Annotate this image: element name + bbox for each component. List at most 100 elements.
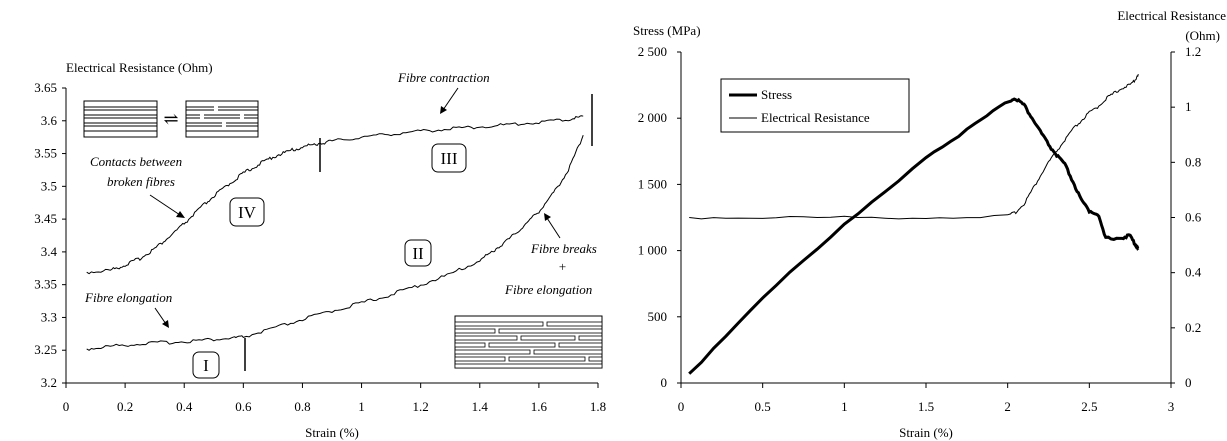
right-x-tick-label: 2 [1004, 399, 1011, 414]
arrow-fibre-contraction [442, 87, 459, 111]
right-y2-tick-label: 0.6 [1185, 210, 1202, 225]
series-line-stress [688, 97, 1140, 375]
annotation-fibre-elongation: Fibre elongation [84, 290, 172, 305]
right-y-tick-label: 1 500 [638, 176, 667, 191]
left-y-tick-label: 3.65 [34, 80, 57, 95]
region-label-iv: IV [229, 197, 265, 227]
left-y-axis-label: Electrical Resistance (Ohm) [66, 60, 213, 75]
fibre-segment [454, 342, 486, 348]
right-y2-axis-label-line1: Electrical Resistance [1117, 8, 1226, 23]
annotation-fibre-elongation-2: Fibre elongation [504, 282, 592, 297]
right-series [688, 73, 1140, 375]
right-y2-tick-label: 0.8 [1185, 154, 1201, 169]
left-chart: 0 0.2 0.4 0.6 0.8 1 1.2 1.4 1.6 1.8 3.2 3.25 3.3 3.3… [34, 60, 606, 440]
right-x-tick-label: 3 [1168, 399, 1175, 414]
left-x-tick-label: 0 [63, 399, 70, 414]
fibre-segment [546, 321, 603, 327]
right-x-tick-label: 0.5 [755, 399, 771, 414]
region-label-i: I [192, 351, 220, 379]
broken-fibres-schematic [454, 315, 603, 369]
legend-box [720, 78, 910, 133]
left-x-tick-label: 1.6 [531, 399, 548, 414]
arrow-contacts [149, 194, 181, 216]
right-x-tick-label: 1 [841, 399, 848, 414]
fibre-segment [558, 342, 603, 348]
arrow-fibre-breaks [546, 217, 561, 239]
legend-label-resistance: Electrical Resistance [761, 110, 870, 125]
left-x-tick-label: 0.6 [235, 399, 252, 414]
arrow-fibre-elongation [154, 307, 167, 325]
fibre-segment [454, 335, 518, 341]
fibre-segment [454, 363, 603, 369]
fibre-segment [454, 328, 496, 334]
right-x-tick-label: 2.5 [1081, 399, 1097, 414]
svg-text:III: III [441, 149, 458, 168]
fibre-segment [488, 342, 556, 348]
svg-text:II: II [412, 244, 424, 263]
fibre-segment [454, 349, 531, 355]
fibre-segment [498, 328, 603, 334]
right-x-ticks: 0 0.5 1 1.5 2 2.5 3 [678, 383, 1175, 414]
right-y2-tick-label: 0.4 [1185, 265, 1202, 280]
left-axes [65, 88, 598, 384]
right-y2-tick-label: 0 [1185, 375, 1192, 390]
fibre-bundle-schematic: ⇌ [83, 100, 259, 138]
annotation-fibre-breaks: Fibre breaks [530, 241, 597, 256]
left-y-tick-label: 3.6 [41, 113, 58, 128]
right-y2-tick-label: 1 [1185, 99, 1192, 114]
arrowhead-contacts [176, 211, 185, 218]
left-series [86, 115, 584, 351]
left-y-tick-label: 3.45 [34, 211, 57, 226]
right-y-ticks: 0 500 1 000 1 500 2 000 2 500 [638, 44, 681, 390]
fibre-segment [508, 356, 586, 362]
left-x-ticks: 0 0.2 0.4 0.6 0.8 1 1.2 1.4 1.6 1.8 [63, 383, 606, 414]
left-y-tick-label: 3.3 [41, 309, 57, 324]
fibre-segment [588, 356, 603, 362]
left-y-tick-label: 3.55 [34, 146, 57, 161]
arrowhead-fibre-breaks [544, 213, 551, 221]
equilibrium-arrows-icon: ⇌ [163, 109, 178, 129]
right-y-tick-label: 500 [648, 309, 668, 324]
right-x-tick-label: 1.5 [918, 399, 934, 414]
right-y-tick-label: 2 000 [638, 110, 667, 125]
fibre-segment [520, 335, 576, 341]
right-y-tick-label: 0 [661, 375, 668, 390]
region-label-iii: III [431, 143, 467, 173]
right-y-axis-label: Stress (MPa) [633, 23, 701, 38]
left-series-line-1 [86, 135, 584, 351]
left-series-line-2 [86, 115, 584, 275]
annotation-contacts-line1: Contacts between [90, 154, 182, 169]
annotation-contacts-line2: broken fibres [107, 174, 175, 189]
arrowhead-fibre-contraction [440, 106, 447, 114]
left-x-axis-label: Strain (%) [305, 425, 359, 440]
right-y-tick-label: 1 000 [638, 243, 667, 258]
right-legend: Stress Electrical Resistance [720, 78, 910, 133]
region-label-ii: II [404, 239, 432, 267]
left-x-tick-label: 0.4 [176, 399, 193, 414]
svg-text:I: I [203, 356, 209, 375]
fibre-segment [533, 349, 603, 355]
series-line-electrical-resistance [689, 73, 1139, 220]
right-x-tick-label: 0 [678, 399, 685, 414]
fibre-segment [454, 356, 506, 362]
left-x-tick-label: 1 [358, 399, 365, 414]
arrowhead-fibre-elongation [162, 320, 169, 328]
annotation-plus: + [558, 259, 567, 274]
right-x-axis-label: Strain (%) [899, 425, 953, 440]
right-y2-ticks: 0 0.2 0.4 0.6 0.8 1 1.2 [1171, 44, 1202, 390]
svg-text:IV: IV [238, 203, 257, 222]
annotation-fibre-contraction: Fibre contraction [397, 70, 490, 85]
left-x-tick-label: 1.2 [413, 399, 429, 414]
left-y-tick-label: 3.4 [41, 244, 58, 259]
right-y2-axis-label-line2: (Ohm) [1185, 28, 1220, 43]
left-x-tick-label: 0.2 [117, 399, 133, 414]
right-y-tick-label: 2 500 [638, 44, 667, 59]
right-y2-tick-label: 0.2 [1185, 320, 1201, 335]
fibre-segment [578, 335, 603, 341]
right-y2-tick-label: 1.2 [1185, 44, 1201, 59]
left-x-tick-label: 0.8 [294, 399, 310, 414]
left-x-tick-label: 1.8 [590, 399, 606, 414]
left-y-tick-label: 3.5 [41, 178, 57, 193]
right-chart: 0 0.5 1 1.5 2 2.5 3 0 500 1 000 1 500 2 000 2 500 0… [633, 8, 1226, 440]
